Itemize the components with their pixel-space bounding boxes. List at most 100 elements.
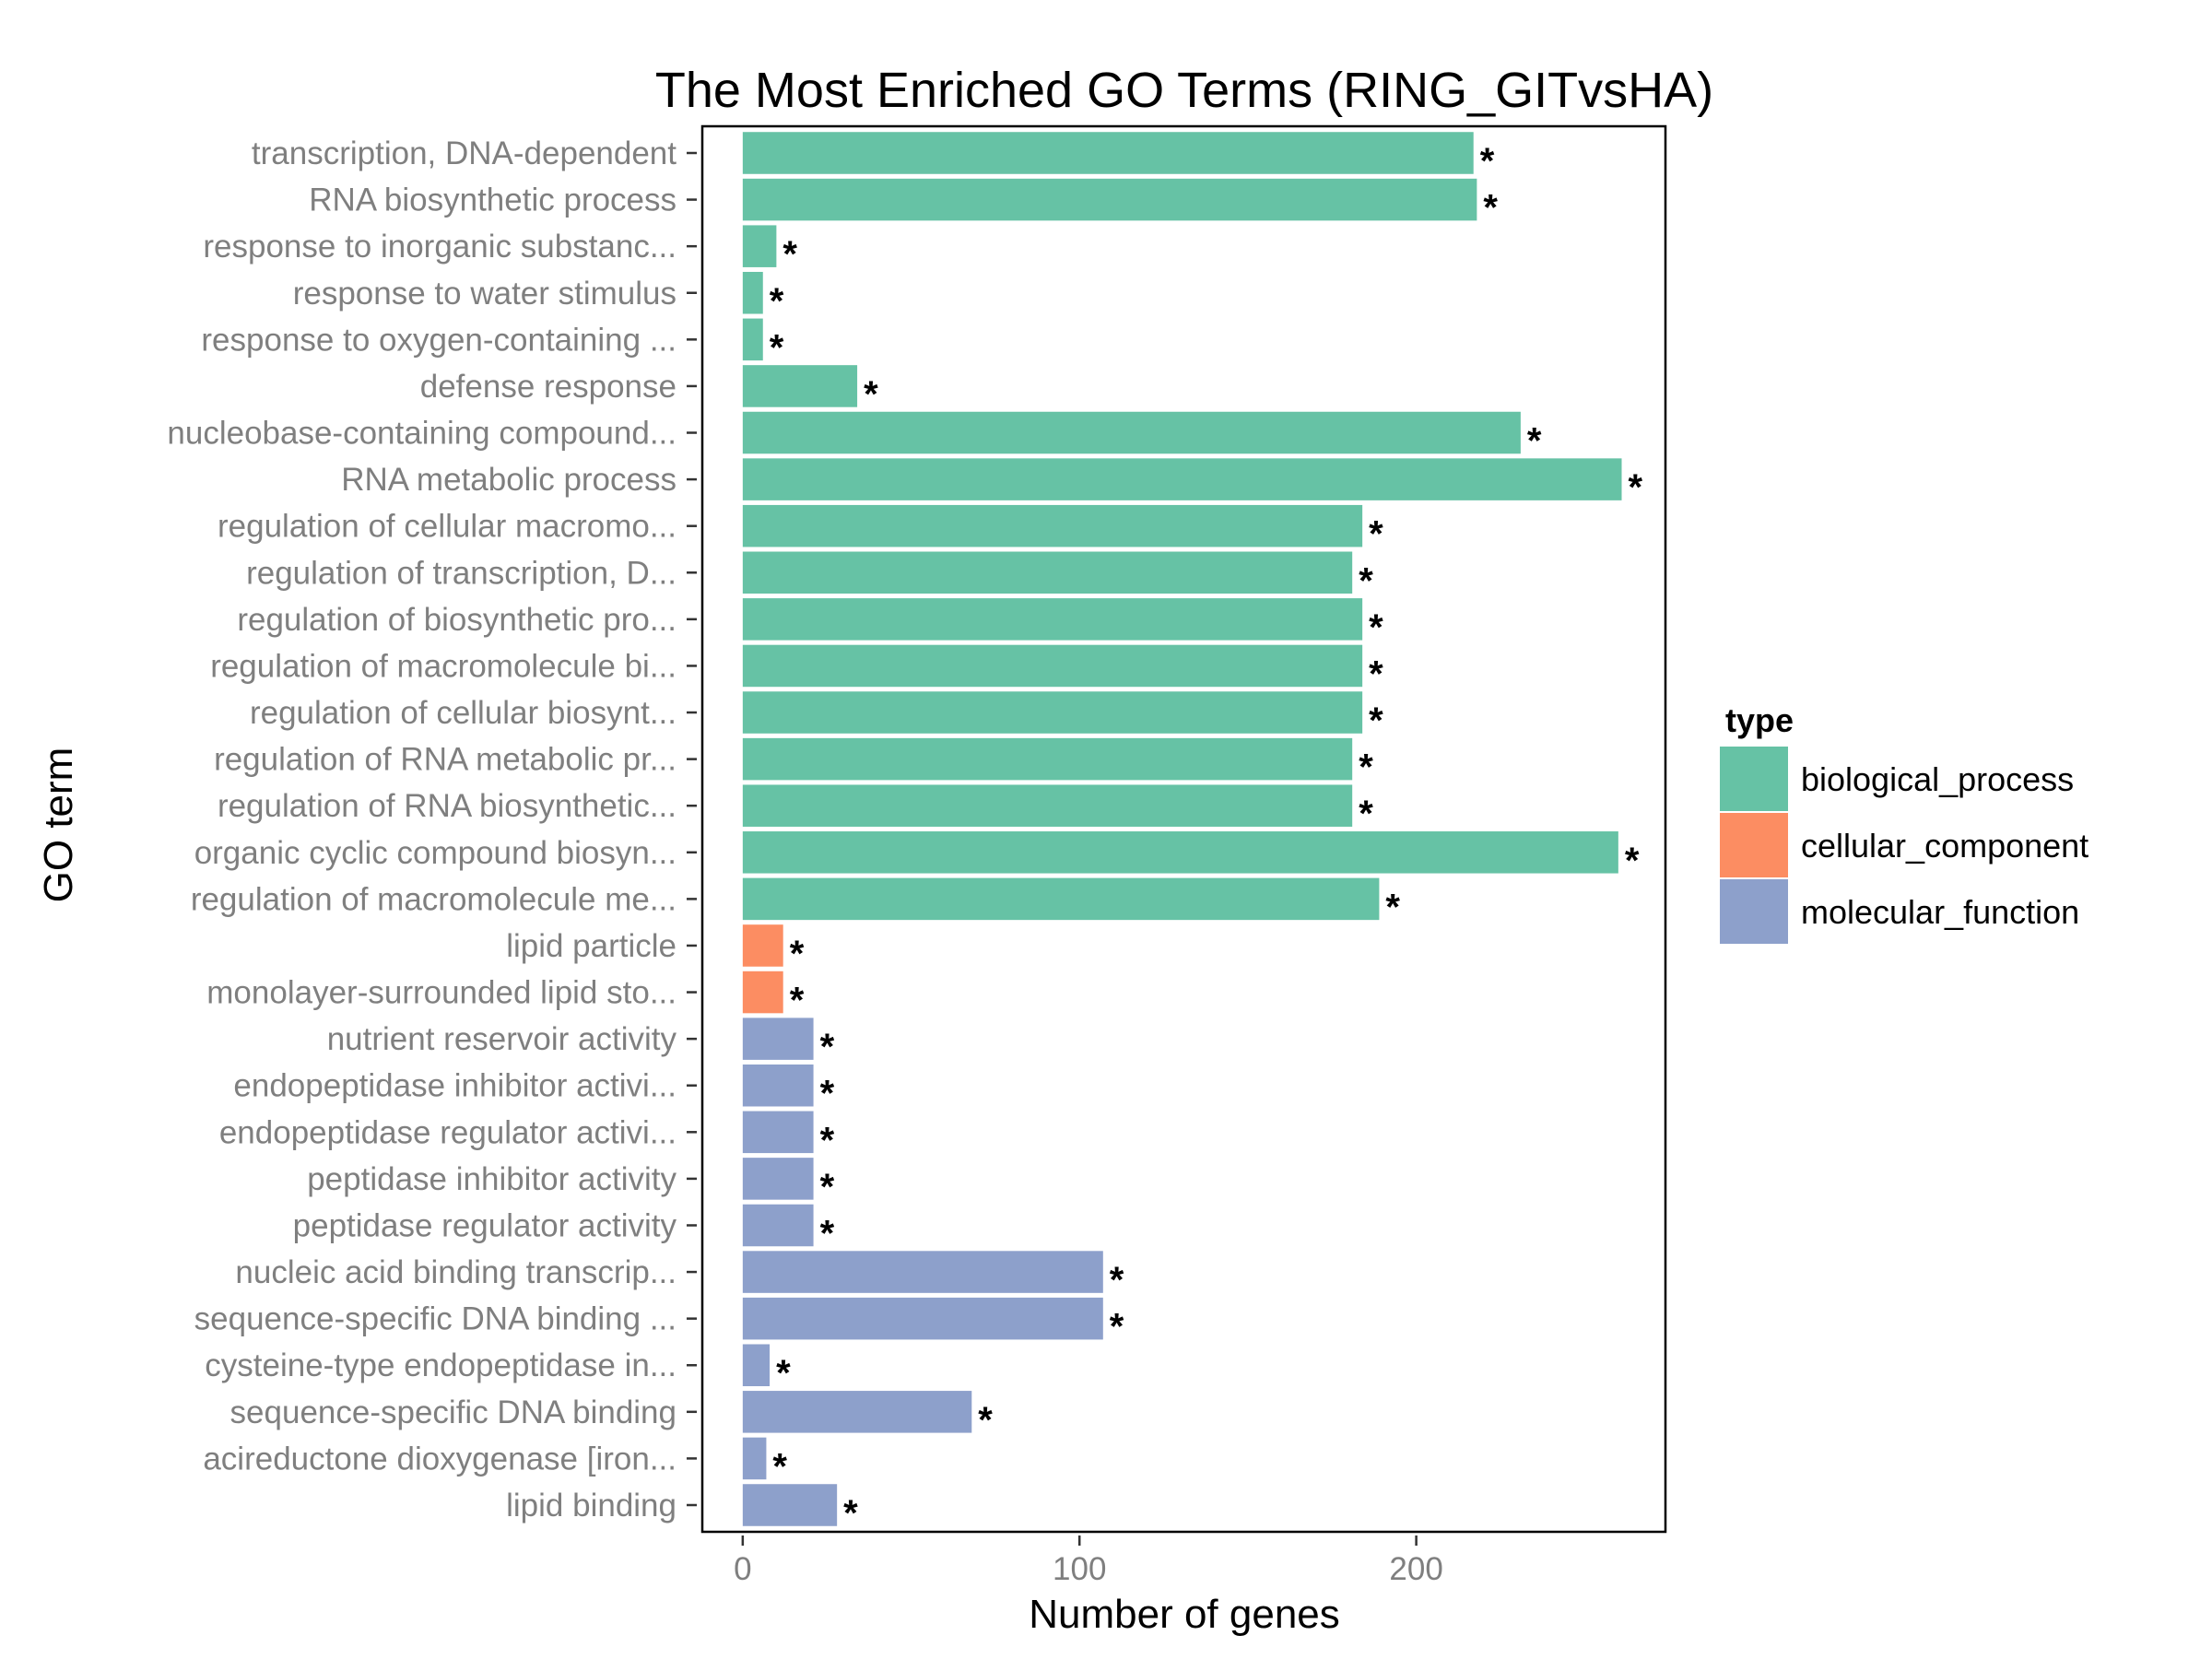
plot-panel-border <box>700 124 1667 1534</box>
x-axis: 0 100 200 <box>734 1535 1443 1587</box>
bar <box>742 598 1363 641</box>
significance-marker: * <box>820 1167 835 1207</box>
y-tick-label: RNA biosynthetic process <box>309 182 677 218</box>
significance-marker: * <box>820 1213 835 1253</box>
bar <box>742 924 783 967</box>
legend-key <box>1720 747 1788 811</box>
bar <box>742 132 1474 174</box>
x-tick-label: 100 <box>1053 1551 1106 1587</box>
bar <box>742 458 1622 500</box>
x-tick-label: 0 <box>734 1551 751 1587</box>
bar <box>742 551 1353 594</box>
y-tick-label: endopeptidase regulator activi... <box>219 1114 677 1150</box>
bar <box>742 644 1363 688</box>
significance-marker: * <box>820 1074 835 1114</box>
y-tick-label: defense response <box>420 369 677 405</box>
y-tick-label: response to water stimulus <box>293 276 677 312</box>
y-tick-label: sequence-specific DNA binding <box>230 1394 677 1430</box>
bar <box>742 737 1353 781</box>
y-tick-label: endopeptidase inhibitor activi... <box>233 1068 677 1104</box>
significance-marker: * <box>1369 607 1383 648</box>
bar <box>742 1344 771 1387</box>
legend-label: biological_process <box>1801 760 2074 798</box>
bar <box>742 504 1363 547</box>
bar <box>742 365 858 407</box>
significance-marker: * <box>1625 841 1640 881</box>
bar <box>742 971 783 1014</box>
y-tick-label: nucleic acid binding transcrip... <box>235 1254 677 1290</box>
y-tick-label: organic cyclic compound biosyn... <box>194 835 677 871</box>
bar <box>742 225 777 267</box>
y-tick-label: lipid particle <box>506 928 677 964</box>
significance-marker: * <box>1480 141 1495 182</box>
bar <box>742 1064 814 1107</box>
bar <box>742 1437 767 1480</box>
y-tick-label: RNA metabolic process <box>341 462 677 498</box>
bar <box>742 411 1521 454</box>
y-tick-label: lipid binding <box>506 1488 677 1524</box>
bar <box>742 178 1477 221</box>
y-tick-label: nucleobase-containing compound... <box>167 416 677 452</box>
y-tick-label: regulation of RNA metabolic pr... <box>214 742 677 778</box>
significance-marker: * <box>790 934 805 974</box>
legend-key <box>1720 879 1788 944</box>
y-tick-label: transcription, DNA-dependent <box>252 135 677 171</box>
significance-marker: * <box>1369 700 1383 741</box>
y-tick-label: regulation of transcription, D... <box>246 555 677 591</box>
y-tick-label: regulation of macromolecule me... <box>191 881 677 917</box>
bar <box>742 831 1618 874</box>
significance-marker: * <box>770 327 784 368</box>
legend-title: type <box>1725 701 1794 739</box>
bars-layer: * * * * * * * * * * * * * * * * * * * * * * * * * * * * * * <box>742 132 1643 1534</box>
bar <box>742 1158 814 1200</box>
x-tick-label: 200 <box>1389 1551 1442 1587</box>
bar <box>742 1297 1103 1340</box>
y-axis: transcription, DNA-dependent RNA biosynth… <box>167 135 697 1524</box>
y-tick-label: regulation of RNA biosynthetic... <box>218 788 677 824</box>
y-tick-label: peptidase inhibitor activity <box>307 1161 677 1197</box>
y-tick-label: regulation of biosynthetic pro... <box>237 602 677 638</box>
significance-marker: * <box>1527 421 1542 462</box>
significance-marker: * <box>1385 887 1400 927</box>
significance-marker: * <box>776 1353 791 1394</box>
chart-title: The Most Enriched GO Terms (RING_GITvsHA… <box>655 63 1713 118</box>
y-tick-label: nutrient reservoir activity <box>327 1021 677 1057</box>
significance-marker: * <box>770 281 784 322</box>
bar <box>742 1018 814 1060</box>
significance-marker: * <box>782 234 797 275</box>
legend-label: cellular_component <box>1801 827 2088 865</box>
bar <box>742 691 1363 734</box>
significance-marker: * <box>1369 514 1383 555</box>
significance-marker: * <box>790 981 805 1021</box>
significance-marker: * <box>1110 1260 1124 1300</box>
y-tick-label: monolayer-surrounded lipid sto... <box>206 975 677 1011</box>
significance-marker: * <box>1359 560 1373 601</box>
legend-label: molecular_function <box>1801 893 2079 931</box>
y-tick-label: response to oxygen-containing ... <box>201 322 677 358</box>
y-tick-label: peptidase regulator activity <box>293 1207 677 1243</box>
significance-marker: * <box>843 1493 858 1534</box>
legend-key <box>1720 813 1788 877</box>
significance-marker: * <box>820 1120 835 1160</box>
y-tick-label: regulation of macromolecule bi... <box>210 648 677 684</box>
bar <box>742 877 1380 921</box>
y-tick-label: cysteine-type endopeptidase in... <box>205 1347 677 1383</box>
y-tick-label: acireductone dioxygenase [iron... <box>203 1441 677 1477</box>
bar <box>742 1484 838 1526</box>
significance-marker: * <box>772 1446 787 1487</box>
legend: type biological_process cellular_componen… <box>1720 701 2088 944</box>
significance-marker: * <box>1110 1307 1124 1347</box>
significance-marker: * <box>1483 188 1498 229</box>
y-tick-label: sequence-specific DNA binding ... <box>194 1301 677 1337</box>
x-axis-title: Number of genes <box>1029 1592 1340 1637</box>
significance-marker: * <box>1629 467 1643 508</box>
significance-marker: * <box>1359 747 1373 788</box>
bar <box>742 318 763 361</box>
y-tick-label: response to inorganic substanc... <box>203 229 677 265</box>
y-tick-label: regulation of cellular macromo... <box>218 509 677 545</box>
significance-marker: * <box>1359 794 1373 834</box>
y-axis-title: GO term <box>36 747 81 903</box>
significance-marker: * <box>820 1027 835 1067</box>
